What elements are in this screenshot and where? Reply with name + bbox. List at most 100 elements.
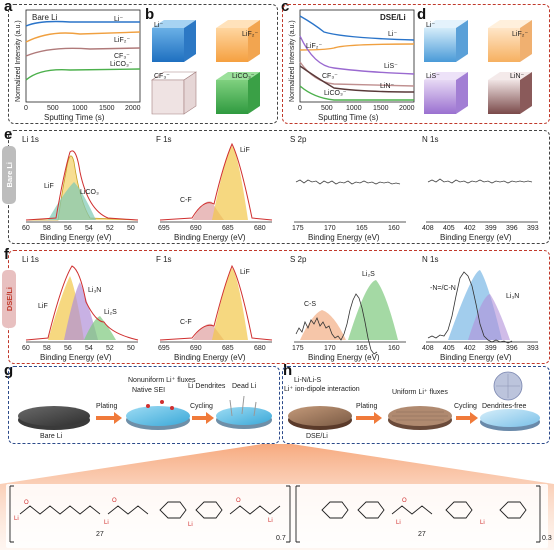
cube-d-lis — [424, 72, 468, 114]
cube-d-li-label: Li⁻ — [426, 22, 435, 29]
h-label-uniform: Uniform Li⁺ fluxes — [392, 389, 448, 396]
svg-text:50: 50 — [127, 225, 135, 232]
svg-text:Binding Energy (eV): Binding Energy (eV) — [174, 353, 246, 362]
svg-text:402: 402 — [464, 225, 476, 232]
svg-text:408: 408 — [422, 225, 434, 232]
panel-c-label-lico3: LiCO₃⁻ — [324, 90, 347, 97]
disc-native-sei — [126, 400, 190, 430]
svg-text:O: O — [112, 498, 117, 504]
svg-text:690: 690 — [190, 345, 202, 352]
svg-text:50: 50 — [127, 345, 135, 352]
svg-text:O: O — [24, 500, 29, 506]
svg-text:58: 58 — [43, 225, 51, 232]
svg-text:396: 396 — [506, 345, 518, 352]
disc-dse-li — [288, 406, 352, 430]
panel-c-series-lico3 — [299, 85, 414, 101]
h-arrow-plating-label: Plating — [356, 403, 378, 410]
panel-c-ylabel: Normalized Intensity (a.u.) — [289, 20, 296, 102]
h-arrow-plating — [356, 412, 382, 424]
disc-uniform — [388, 406, 452, 430]
panel-f-xps: Li 1s LiF Li₃N Li₂S 60 58 56 54 52 50 Bi… — [22, 255, 539, 362]
panel-c-xtick-3: 1500 — [373, 105, 389, 112]
cube-b-cf3-label: CF₃⁻ — [154, 73, 170, 80]
svg-text:680: 680 — [254, 345, 266, 352]
cube-d-lif2 — [488, 20, 532, 62]
xps-f-li1s-peak-li2s: Li₂S — [104, 309, 117, 316]
g-arrow-plating — [96, 412, 122, 424]
svg-text:56: 56 — [64, 225, 72, 232]
svg-text:393: 393 — [527, 225, 539, 232]
xps-e-f1s: F 1s C-F LiF 695 690 685 680 Binding Ene… — [156, 135, 273, 242]
svg-text:160: 160 — [388, 225, 400, 232]
xps-e-s2p: S 2p 175 170 165 160 Binding Energy (eV) — [290, 135, 406, 242]
g-label-dead-li: Dead Li — [232, 383, 257, 390]
xps-f-li1s-peak-li3n: Li₃N — [88, 287, 101, 294]
xps-e-li1s: Li 1s LiF LiCO₃ 60 58 56 54 52 50 Bindin… — [22, 135, 139, 242]
svg-text:408: 408 — [422, 345, 434, 352]
svg-text:Binding Energy (eV): Binding Energy (eV) — [174, 233, 246, 242]
panel-c-label-cf3: CF₃⁻ — [322, 73, 338, 80]
svg-text:52: 52 — [106, 225, 114, 232]
svg-text:165: 165 — [356, 345, 368, 352]
xps-e-n1s: N 1s 408 405 402 399 396 393 Binding Ene… — [422, 135, 539, 242]
panel-a-legend: Bare Li — [32, 13, 58, 22]
svg-text:393: 393 — [527, 345, 539, 352]
xps-f-n1s: N 1s -N=/C-N Li₃N 408 405 402 399 396 39… — [422, 255, 539, 362]
svg-text:Binding Energy (eV): Binding Energy (eV) — [440, 233, 512, 242]
svg-text:170: 170 — [324, 345, 336, 352]
svg-text:175: 175 — [292, 345, 304, 352]
svg-text:60: 60 — [22, 225, 30, 232]
panel-c-series-lin — [299, 65, 415, 93]
tab-dse-li: DSE/Li — [2, 270, 16, 328]
panel-a-series-lif2 — [25, 31, 141, 43]
cube-b-lif2-label: LiF₂⁻ — [242, 31, 258, 38]
panel-c-label-lif2: LiF₂⁻ — [306, 43, 322, 50]
g-label-bare-li: Bare Li — [40, 433, 63, 440]
svg-text:Li: Li — [14, 516, 19, 522]
structure-subscript-2: 0.7 — [276, 535, 286, 542]
panel-h-schematic: Li-N/Li-S Li⁺ ion-dipole interaction DSE… — [284, 371, 540, 440]
panel-a-label-lico3: LiCO₃⁻ — [110, 61, 133, 68]
panel-c-xlabel: Sputting Time (s) — [318, 113, 379, 122]
svg-text:Binding Energy (eV): Binding Energy (eV) — [308, 233, 380, 242]
svg-text:402: 402 — [464, 345, 476, 352]
svg-text:680: 680 — [254, 225, 266, 232]
g-label-native-sei: Native SEI — [132, 387, 165, 394]
li-atoms: Li Li Li Li Li Li — [14, 516, 485, 528]
g-arrow-plating-label: Plating — [96, 403, 118, 410]
svg-text:Binding Energy (eV): Binding Energy (eV) — [40, 353, 112, 362]
xps-f-f1s-title: F 1s — [156, 255, 172, 264]
svg-text:O: O — [402, 498, 407, 504]
svg-text:695: 695 — [158, 225, 170, 232]
xps-f-f1s: F 1s C-F LiF 695 690 685 680 Binding Ene… — [156, 255, 273, 362]
xps-e-li1s-title: Li 1s — [22, 135, 39, 144]
panel-c-xtick-1: 500 — [321, 105, 333, 112]
frame-cd — [282, 4, 550, 124]
cube-b-lif2 — [216, 20, 260, 62]
cube-d-li — [424, 20, 468, 62]
xps-f-n1s-title: N 1s — [422, 255, 438, 264]
structure-subscript-3: 27 — [418, 531, 426, 538]
h-label-dse-li: DSE/Li — [306, 433, 328, 440]
panel-d-cubes: Li⁻ LiF₂⁻ LiS⁻ LiN⁻ — [424, 20, 532, 114]
panel-c-series-li — [299, 15, 415, 41]
panel-a-series-cf3 — [25, 47, 141, 57]
xps-f-s2p-peak-cs: C-S — [304, 301, 316, 308]
svg-text:Li: Li — [104, 520, 109, 526]
tab-bare-li: Bare Li — [2, 146, 16, 204]
xps-f-li1s: Li 1s LiF Li₃N Li₂S 60 58 56 54 52 50 Bi… — [22, 255, 139, 362]
disc-bare-li — [18, 406, 90, 430]
panel-a-label-li: Li⁻ — [114, 16, 123, 23]
svg-text:405: 405 — [443, 225, 455, 232]
frame-h — [282, 366, 550, 444]
xps-f-s2p-title: S 2p — [290, 255, 307, 264]
xps-f-s2p: S 2p C-S Li₂S 175 170 165 160 Binding En… — [290, 255, 406, 362]
cube-d-lin-label: LiN⁻ — [510, 73, 525, 80]
svg-text:Li: Li — [396, 520, 401, 526]
h-label-ion-dipole: Li⁺ ion-dipole interaction — [284, 386, 360, 393]
svg-text:685: 685 — [222, 345, 234, 352]
svg-text:405: 405 — [443, 345, 455, 352]
cube-b-lico3 — [216, 72, 260, 114]
zoom-sphere — [493, 371, 523, 401]
